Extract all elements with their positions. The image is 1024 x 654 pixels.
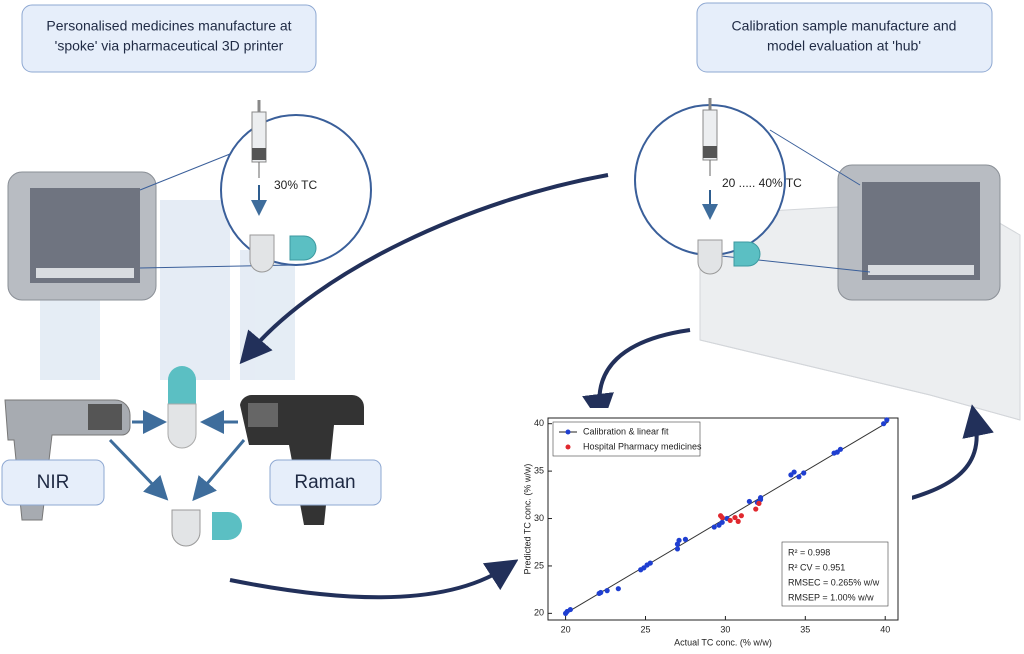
point [753,506,759,512]
box-text: Calibration sample manufacture and [732,18,957,34]
point [598,589,604,596]
stats-box [781,541,889,607]
point [719,519,725,525]
nir-box [1,459,105,506]
box-text: Personalised medicines manufacture at [46,18,291,34]
point [732,514,738,521]
point [757,495,764,501]
stat: R² = 0.998 [788,547,830,557]
point [796,474,802,480]
x-axis-title: Actual TC conc. (% w/w) [674,637,772,647]
y-tick-label: 35 [534,465,544,475]
point [615,586,621,592]
capsule-open [167,366,242,547]
point [711,524,717,530]
x-tick-label: 30 [720,624,730,634]
point [756,500,762,506]
point [837,446,844,452]
capsule [249,234,317,273]
nir-label: NIR [37,472,70,493]
box-text: 'spoke' via pharmaceutical 3D printer [55,38,284,54]
dose-label: 20 ..... 40% TC [722,176,802,190]
point [727,517,733,524]
point [801,470,807,476]
y-tick-label: 30 [534,513,544,523]
point [674,546,681,552]
legend-label: Hospital Pharmacy medicines [583,441,702,451]
legend-label: Calibration & linear fit [583,426,669,436]
y-tick-label: 40 [534,418,544,428]
point [884,417,890,423]
stat: RMSEC = 0.265% w/w [788,577,880,587]
y-tick-label: 20 [534,608,544,618]
stat: RMSEP = 1.00% w/w [788,592,874,602]
legend-swatch [565,429,571,435]
stat: R² CV = 0.951 [788,562,845,572]
point [567,606,573,613]
point [676,537,682,543]
point [647,560,653,566]
y-tick-label: 25 [534,560,544,570]
raman-box [269,459,382,506]
dose-label: 30% TC [274,178,317,192]
capsule [697,239,761,275]
hub-box [696,2,993,73]
point [604,588,610,594]
raman-label: Raman [294,472,355,493]
x-tick-label: 25 [640,624,650,634]
legend-swatch [565,444,571,450]
x-tick-label: 20 [561,624,571,634]
printer [7,149,296,301]
syringe [702,98,718,220]
point [682,536,689,542]
x-tick-label: 40 [880,624,890,634]
syringe [251,100,267,216]
point [719,514,725,521]
x-tick-label: 35 [800,624,810,634]
spoke-box [21,4,317,73]
point [738,513,744,519]
box-text: model evaluation at 'hub' [767,38,921,54]
point [746,498,752,505]
point [735,518,741,524]
point [881,421,887,427]
arrows-short [108,410,246,502]
point [791,469,797,475]
printer [711,129,1001,301]
legend [552,421,701,457]
y-axis-title: Predicted TC conc. (% w/w) [522,464,532,575]
